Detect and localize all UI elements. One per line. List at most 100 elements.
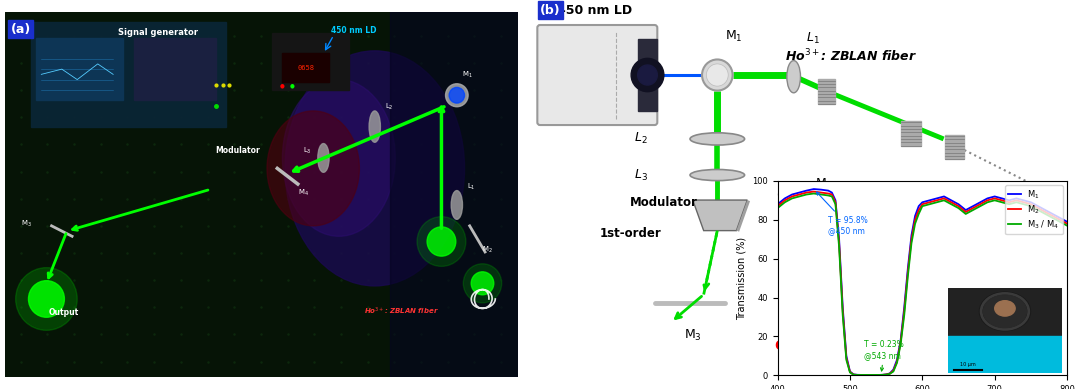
Circle shape (631, 58, 664, 92)
Line: M$_2$: M$_2$ (778, 191, 1067, 375)
Ellipse shape (285, 51, 464, 286)
Bar (390, 12, 518, 377)
Text: M$_4$: M$_4$ (814, 177, 833, 192)
Text: M$_3$: M$_3$ (21, 219, 31, 229)
M$_3$ / M$_4$ (930, 200, 943, 205)
Polygon shape (737, 200, 750, 232)
M$_1$ (808, 187, 821, 191)
Text: M$_4$: M$_4$ (298, 187, 309, 198)
Bar (283, 53, 328, 82)
FancyBboxPatch shape (538, 25, 658, 125)
Text: Modulator: Modulator (216, 146, 260, 155)
Ellipse shape (283, 80, 395, 236)
Text: L$_2$: L$_2$ (634, 131, 648, 147)
Circle shape (637, 65, 658, 85)
Text: ●: ● (280, 83, 285, 88)
Line: M$_1$: M$_1$ (778, 189, 1067, 375)
M$_1$ (800, 188, 813, 193)
Text: 450 nm LD: 450 nm LD (557, 4, 632, 17)
Bar (819, 79, 835, 104)
Circle shape (980, 292, 1030, 331)
Text: Output: Output (774, 339, 829, 353)
Text: L$_3$: L$_3$ (634, 168, 648, 182)
Bar (272, 33, 349, 90)
Text: L$_1$: L$_1$ (806, 31, 820, 46)
Bar (901, 121, 921, 145)
Ellipse shape (787, 61, 800, 93)
Bar (948, 288, 1062, 335)
Text: M$_3$: M$_3$ (684, 328, 702, 343)
Text: ●: ● (291, 83, 295, 88)
Text: T = 95.8%
@450 nm: T = 95.8% @450 nm (816, 192, 868, 235)
Legend: M$_1$, M$_2$, M$_3$ / M$_4$: M$_1$, M$_2$, M$_3$ / M$_4$ (1004, 185, 1063, 234)
Ellipse shape (369, 111, 380, 142)
Text: 450 nm LD: 450 nm LD (332, 26, 377, 35)
Text: Signal generator: Signal generator (119, 28, 199, 37)
Text: T = 0.23%
@543 nm: T = 0.23% @543 nm (864, 340, 904, 371)
M$_3$ / M$_4$ (876, 373, 889, 377)
M$_2$ (854, 373, 867, 377)
M$_2$ (1061, 221, 1074, 226)
M$_1$ (876, 373, 889, 377)
Ellipse shape (267, 111, 360, 226)
Text: M$_2$: M$_2$ (1044, 203, 1062, 218)
Circle shape (28, 281, 65, 317)
Text: M$_1$: M$_1$ (725, 29, 742, 44)
Text: (a): (a) (11, 23, 30, 35)
Text: Ho$^{3+}$: ZBLAN fiber: Ho$^{3+}$: ZBLAN fiber (785, 47, 917, 64)
Text: L$_3$: L$_3$ (302, 146, 312, 156)
Ellipse shape (318, 144, 329, 172)
Ellipse shape (690, 133, 744, 145)
M$_2$ (908, 217, 921, 222)
M$_1$ (930, 196, 943, 201)
M$_3$ / M$_4$ (908, 221, 921, 226)
Circle shape (446, 84, 468, 107)
Circle shape (417, 217, 465, 266)
Ellipse shape (451, 191, 462, 219)
Bar (134, 38, 216, 100)
Bar (638, 39, 658, 111)
Bar (37, 38, 123, 100)
M$_3$ / M$_4$ (851, 373, 864, 377)
M$_3$ / M$_4$ (1061, 223, 1074, 228)
Text: (b): (b) (540, 4, 561, 17)
M$_2$ (897, 309, 910, 314)
Text: 1st-order: 1st-order (600, 227, 662, 240)
M$_2$ (945, 200, 958, 205)
Text: M$_2$: M$_2$ (483, 245, 494, 255)
Text: 0658: 0658 (297, 65, 314, 70)
M$_3$ / M$_4$ (945, 202, 958, 207)
M$_3$ / M$_4$ (771, 206, 784, 210)
Circle shape (706, 64, 728, 86)
Text: Modulator: Modulator (630, 196, 698, 209)
M$_1$ (945, 198, 958, 203)
Bar (945, 135, 964, 159)
Text: 0th-order: 0th-order (824, 260, 887, 273)
Text: 10 μm: 10 μm (960, 362, 976, 367)
M$_1$ (771, 202, 784, 207)
Circle shape (463, 264, 502, 303)
M$_2$ (930, 198, 943, 203)
Polygon shape (692, 200, 747, 231)
M$_2$ (800, 190, 813, 195)
Y-axis label: Transmission (%): Transmission (%) (737, 237, 746, 320)
Circle shape (702, 60, 732, 91)
Circle shape (471, 272, 494, 295)
M$_2$ (808, 189, 821, 194)
Circle shape (984, 295, 1026, 328)
M$_1$ (1061, 219, 1074, 224)
Circle shape (449, 88, 464, 103)
Text: M$_1$: M$_1$ (462, 70, 473, 80)
Bar (31, 22, 226, 126)
Circle shape (995, 301, 1015, 316)
M$_2$ (876, 373, 889, 377)
M$_2$ (771, 204, 784, 209)
Text: L$_2$: L$_2$ (386, 101, 393, 112)
M$_3$ / M$_4$ (808, 191, 821, 196)
M$_3$ / M$_4$ (800, 192, 813, 197)
M$_1$ (897, 305, 910, 310)
Circle shape (16, 268, 78, 330)
Text: Ho$^{3+}$: ZBLAN fiber: Ho$^{3+}$: ZBLAN fiber (365, 306, 440, 317)
M$_1$ (908, 214, 921, 218)
Circle shape (427, 227, 456, 256)
